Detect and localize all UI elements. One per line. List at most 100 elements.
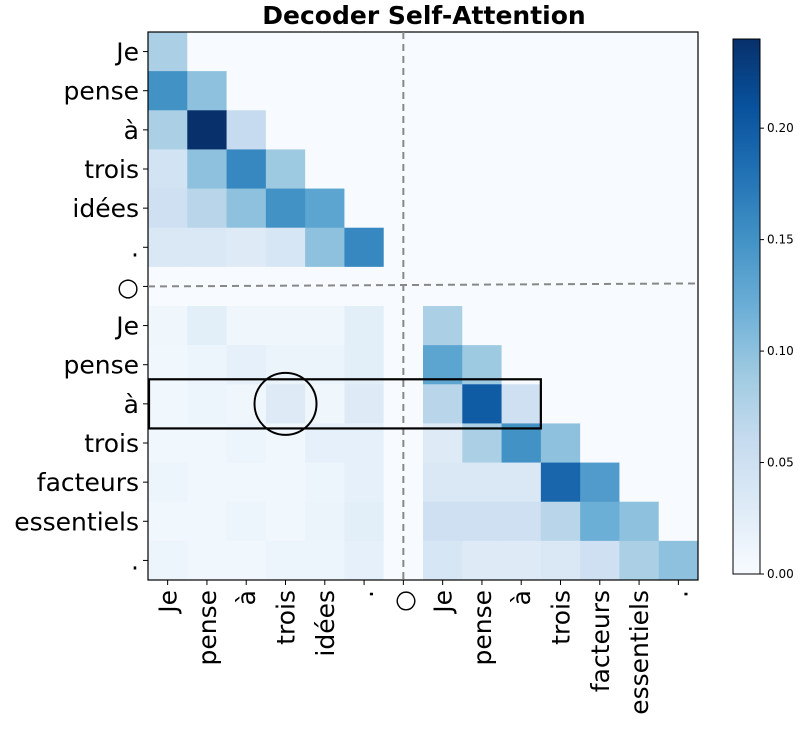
heatmap-cell-r0-c9 [501, 32, 542, 72]
colorbar-tick-label-4: 0.20 [767, 121, 794, 135]
heatmap-cell-r2-c3 [265, 110, 306, 150]
heatmap-cell-r13-c13 [658, 540, 699, 581]
row-label-7: Je [114, 312, 139, 341]
row-label-13: . [131, 546, 139, 575]
plot-frame [147, 31, 699, 581]
heatmap-cell-r12-c7 [423, 501, 463, 542]
heatmap-cell-r4-c13 [658, 188, 699, 229]
col-label-5: . [350, 590, 379, 598]
heatmap-cell-r9-c5 [344, 384, 385, 424]
heatmap-cell-r0-c11 [580, 32, 620, 72]
col-label-3: trois [272, 590, 301, 645]
heatmap-cell-r2-c5 [344, 110, 385, 150]
heatmap-cell-r13-c0 [148, 540, 188, 581]
heatmap-cell-r10-c10 [540, 423, 581, 463]
colorbar-tick-label-0: 0.00 [767, 567, 794, 581]
heatmap-cell-r5-c0 [148, 227, 188, 268]
heatmap-cell-r8-c5 [344, 345, 385, 385]
heatmap-cell-r7-c0 [148, 306, 188, 346]
heatmap-cell-r7-c7 [423, 306, 463, 346]
heatmap-cell-r9-c11 [580, 384, 620, 424]
heatmap-cell-r4-c9 [501, 188, 542, 229]
heatmap-cell-r7-c1 [187, 306, 227, 346]
highlight-circle [253, 371, 318, 436]
heatmap-cell-r10-c4 [305, 423, 345, 463]
heatmap-cell-r8-c3 [265, 345, 306, 385]
heatmap-cell-r0-c4 [305, 32, 345, 72]
heatmap-cell-r6-c5 [344, 266, 385, 307]
heatmap-cell-r13-c9 [501, 540, 542, 581]
heatmap-cells [148, 32, 699, 581]
heatmap-cell-r3-c0 [148, 149, 188, 189]
heatmap-cell-r9-c7 [423, 384, 463, 424]
col-label-0: Je [154, 590, 183, 615]
heatmap-cell-r1-c4 [305, 71, 345, 111]
heatmap-cell-r3-c10 [540, 149, 581, 189]
heatmap-cell-r3-c5 [344, 149, 385, 189]
heatmap-cell-r10-c5 [344, 423, 385, 463]
heatmap-cell-r12-c2 [226, 501, 267, 542]
heatmap-cell-r10-c9 [501, 423, 542, 463]
heatmap-cell-r6-c4 [305, 266, 345, 307]
heatmap-cell-r6-c10 [540, 266, 581, 307]
heatmap-cell-r4-c4 [305, 188, 345, 229]
heatmap-cell-r12-c12 [619, 501, 660, 542]
heatmap-cell-r13-c10 [540, 540, 581, 581]
heatmap-cell-r3-c3 [265, 149, 306, 189]
heatmap-cell-r4-c6 [383, 188, 424, 229]
heatmap-cell-r1-c10 [540, 71, 581, 111]
heatmap-cell-r9-c2 [226, 384, 267, 424]
heatmap-cell-r11-c8 [462, 462, 502, 503]
heatmap-cell-r0-c10 [540, 32, 581, 72]
heatmap-cell-r9-c8 [462, 384, 502, 424]
heatmap-cell-r11-c0 [148, 462, 188, 503]
heatmap-cell-r12-c11 [580, 501, 620, 542]
heatmap-cell-r4-c2 [226, 188, 267, 229]
heatmap-cell-r5-c13 [658, 227, 699, 268]
heatmap-cell-r4-c11 [580, 188, 620, 229]
heatmap-cell-r1-c2 [226, 71, 267, 111]
heatmap-cell-r8-c10 [540, 345, 581, 385]
heatmap-cell-r5-c7 [423, 227, 463, 268]
heatmap-cell-r0-c5 [344, 32, 385, 72]
row-label-1: pense [63, 77, 139, 106]
row-labels: Je pense à trois idées. ○ Je pense à trois facteur… [14, 38, 148, 575]
col-label-9: à [507, 590, 536, 605]
heatmap-cell-r5-c11 [580, 227, 620, 268]
row-label-10: trois [84, 429, 139, 458]
heatmap-cell-r4-c10 [540, 188, 581, 229]
heatmap-cell-r4-c3 [265, 188, 306, 229]
row-label-4: idées [72, 194, 139, 223]
heatmap-cell-r9-c9 [501, 384, 542, 424]
heatmap-cell-r8-c7 [423, 345, 463, 385]
row-label-0: Je [114, 38, 139, 67]
heatmap-cell-r7-c8 [462, 306, 502, 346]
row-label-8: pense [63, 351, 139, 380]
heatmap-cell-r8-c4 [305, 345, 345, 385]
heatmap-cell-r7-c11 [580, 306, 620, 346]
heatmap-cell-r2-c0 [148, 110, 188, 150]
heatmap-cell-r6-c7 [423, 266, 463, 307]
heatmap-cell-r11-c2 [226, 462, 267, 503]
heatmap-cell-r10-c12 [619, 423, 660, 463]
heatmap-cell-r2-c9 [501, 110, 542, 150]
row-label-12: essentiels [14, 507, 139, 536]
heatmap-cell-r1-c3 [265, 71, 306, 111]
row-label-3: trois [84, 155, 139, 184]
heatmap-cell-r13-c2 [226, 540, 267, 581]
heatmap-cell-r3-c9 [501, 149, 542, 189]
colorbar: 0.00 0.05 0.10 0.15 0.20 [732, 38, 794, 581]
heatmap-cell-r10-c0 [148, 423, 188, 463]
col-label-7: Je [429, 590, 458, 615]
col-label-11: facteurs [586, 590, 615, 692]
heatmap-cell-r8-c2 [226, 345, 267, 385]
heatmap-cell-r5-c8 [462, 227, 502, 268]
heatmap-cell-r13-c12 [619, 540, 660, 581]
heatmap-cell-r5-c4 [305, 227, 345, 268]
heatmap-cell-r3-c2 [226, 149, 267, 189]
heatmap-cell-r0-c8 [462, 32, 502, 72]
heatmap-cell-r5-c9 [501, 227, 542, 268]
heatmap-cell-r13-c5 [344, 540, 385, 581]
heatmap-cell-r9-c0 [148, 384, 188, 424]
